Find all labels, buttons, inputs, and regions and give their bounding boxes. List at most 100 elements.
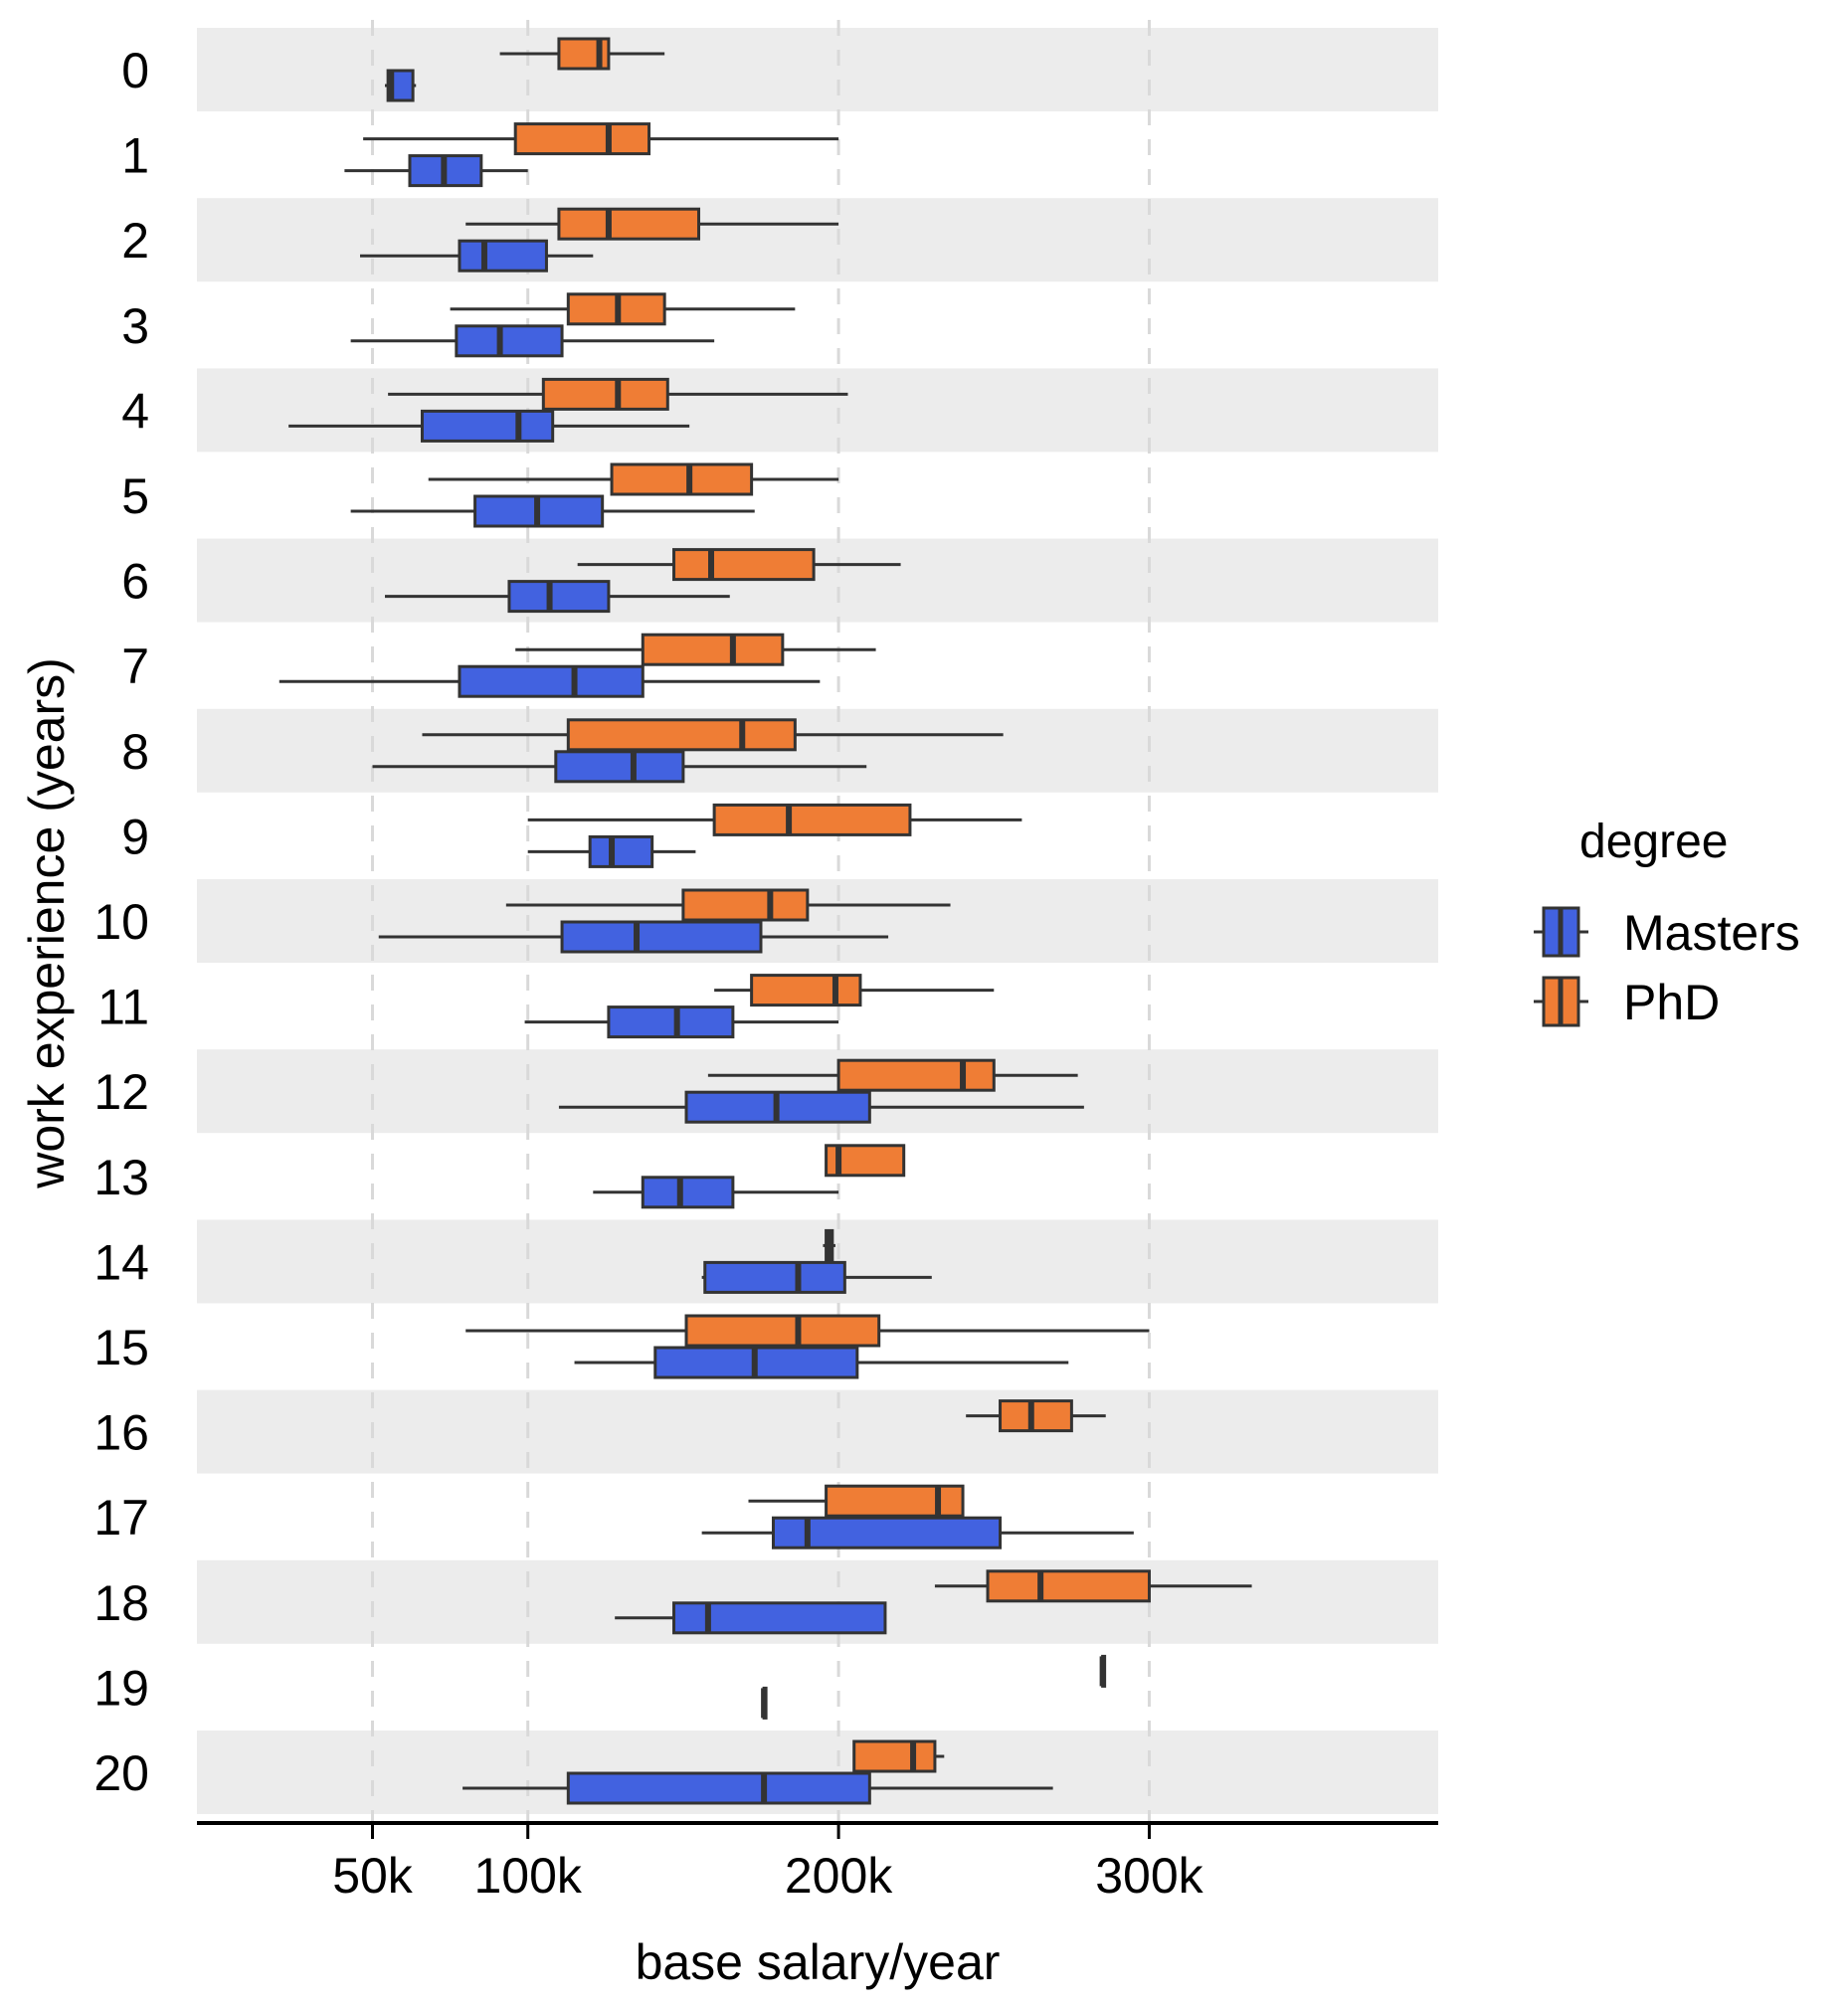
iqr-box-masters-3 [455,324,564,358]
box-phd-9 [527,803,1022,836]
box-masters-20 [462,1771,1053,1805]
box-phd-6 [577,548,901,582]
box-phd-7 [515,633,876,666]
box-masters-11 [524,1005,839,1039]
row-band-6 [197,538,1438,623]
box-masters-8 [372,750,867,784]
box-phd-18 [934,1569,1252,1603]
iqr-box-phd-11 [750,974,862,1007]
box-masters-17 [701,1516,1134,1550]
iqr-box-phd-12 [836,1058,996,1092]
y-tick-label-1: 1 [121,128,149,184]
box-phd-11 [714,974,995,1007]
iqr-box-masters-11 [607,1005,735,1039]
iqr-box-masters-10 [560,920,763,954]
box-phd-12 [707,1058,1078,1092]
legend-item-masters: Masters [1534,905,1800,961]
x-tick-label-200k: 200k [785,1848,893,1904]
iqr-box-masters-7 [458,664,645,698]
box-phd-1 [363,122,839,156]
box-phd-3 [450,292,796,326]
box-phd-19 [1099,1654,1107,1688]
iqr-box-phd-17 [825,1484,965,1518]
row-band-4 [197,368,1438,453]
box-phd-0 [499,37,665,71]
y-tick-label-3: 3 [121,298,149,354]
row-band-10 [197,879,1438,963]
legend-item-phd: PhD [1534,975,1720,1030]
box-masters-14 [701,1260,932,1294]
box-phd-20 [852,1739,945,1773]
iqr-box-phd-9 [712,803,912,836]
box-masters-1 [344,154,528,188]
vertical-gridlines [371,20,1151,1823]
y-axis-title: work experience (years) [19,657,75,1189]
box-masters-3 [350,324,715,358]
box-masters-15 [574,1346,1069,1379]
row-band-16 [197,1389,1438,1474]
y-tick-label-16: 16 [93,1405,149,1461]
box-masters-18 [615,1601,887,1635]
x-tick-label-100k: 100k [473,1848,582,1904]
y-tick-label-9: 9 [121,809,149,864]
y-tick-label-20: 20 [93,1745,149,1801]
y-tick-label-11: 11 [97,980,149,1035]
box-phd-5 [428,462,839,496]
box-masters-5 [350,494,755,528]
y-tick-label-13: 13 [93,1150,149,1205]
iqr-box-masters-14 [703,1260,846,1294]
box-phd-8 [422,718,1004,752]
box-phd-13 [825,1144,906,1178]
iqr-box-phd-20 [852,1739,937,1773]
iqr-box-phd-15 [684,1314,881,1348]
y-tick-label-6: 6 [121,554,149,610]
row-band-2 [197,198,1438,282]
iqr-box-phd-7 [641,633,785,666]
box-series [278,37,1252,1805]
legend-label-masters: Masters [1623,905,1800,961]
box-phd-15 [465,1314,1150,1348]
box-masters-4 [288,409,690,443]
y-tick-label-18: 18 [93,1575,149,1631]
iqr-box-masters-8 [554,750,685,784]
iqr-box-phd-2 [557,207,701,241]
y-tick-label-2: 2 [121,213,149,269]
iqr-box-masters-20 [566,1771,871,1805]
x-axis-ticks: 50k 100k 200k 300k [332,1823,1204,1904]
iqr-box-masters-2 [458,239,548,273]
y-tick-label-17: 17 [93,1490,149,1546]
box-masters-19 [761,1686,768,1720]
box-phd-17 [748,1484,965,1518]
iqr-box-phd-16 [999,1399,1073,1433]
iqr-box-phd-8 [566,718,797,752]
x-axis-title: base salary/year [636,1934,1001,1990]
box-masters-12 [558,1090,1084,1124]
box-masters-9 [527,834,696,868]
x-tick-label-50k: 50k [332,1848,414,1904]
y-tick-label-10: 10 [93,894,149,950]
box-masters-13 [593,1176,839,1209]
box-phd-14 [823,1228,835,1262]
iqr-box-phd-4 [541,377,669,411]
y-tick-label-0: 0 [121,43,149,98]
y-tick-label-19: 19 [93,1660,149,1716]
iqr-box-phd-5 [610,462,754,496]
box-phd-16 [966,1399,1106,1433]
iqr-box-phd-10 [681,888,810,922]
y-tick-label-15: 15 [93,1320,149,1375]
legend-title: degree [1579,816,1728,868]
y-tick-label-12: 12 [93,1064,149,1120]
box-masters-7 [278,664,821,698]
legend: degree Masters PhD [1534,816,1800,1030]
row-band-0 [197,28,1438,111]
box-masters-0 [384,69,417,102]
iqr-box-masters-4 [420,409,555,443]
legend-label-phd: PhD [1623,975,1720,1030]
iqr-box-masters-9 [588,834,654,868]
box-phd-4 [388,377,848,411]
y-tick-label-14: 14 [93,1234,149,1290]
box-phd-2 [465,207,839,241]
row-band-8 [197,708,1438,793]
